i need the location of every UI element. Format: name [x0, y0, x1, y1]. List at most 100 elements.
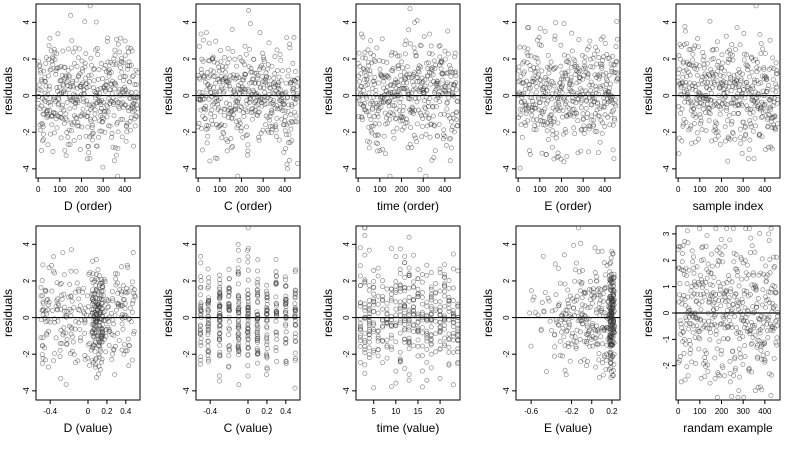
data-point — [723, 83, 729, 89]
data-point — [741, 86, 747, 92]
data-point — [375, 273, 381, 279]
data-point — [764, 351, 770, 356]
data-point — [357, 86, 363, 92]
data-point — [550, 132, 556, 138]
data-point — [452, 54, 458, 60]
data-point — [241, 113, 247, 119]
data-point — [433, 318, 439, 324]
data-point — [117, 49, 123, 55]
data-point — [60, 81, 66, 87]
data-point — [226, 80, 232, 86]
data-point — [109, 134, 115, 140]
data-point — [380, 278, 386, 284]
data-point — [261, 85, 267, 91]
y-tick-label: -4 — [182, 387, 191, 395]
data-point — [527, 151, 533, 157]
data-point — [47, 35, 53, 41]
data-point — [602, 124, 608, 129]
data-point — [254, 70, 260, 76]
data-point — [258, 95, 264, 101]
data-point — [268, 130, 274, 136]
data-point — [763, 147, 769, 152]
data-point — [540, 253, 546, 259]
data-point — [407, 6, 413, 12]
data-point — [588, 87, 593, 93]
data-point — [120, 105, 126, 111]
x-tick-label: 20 — [436, 407, 445, 416]
data-point — [681, 42, 687, 47]
data-point — [67, 74, 73, 80]
data-point — [555, 150, 561, 156]
data-point — [42, 99, 48, 105]
data-point — [259, 103, 265, 109]
plot-frame — [515, 3, 621, 179]
data-point — [36, 58, 42, 64]
data-point — [131, 143, 136, 149]
data-point — [97, 367, 103, 373]
data-point — [679, 325, 685, 331]
data-point — [754, 99, 760, 105]
data-point — [680, 80, 685, 86]
data-point — [418, 86, 424, 92]
data-point — [216, 105, 221, 111]
data-point — [241, 89, 247, 95]
data-point — [601, 54, 606, 60]
data-point — [759, 256, 765, 262]
data-point — [100, 119, 106, 125]
data-point — [559, 90, 565, 96]
data-point — [359, 117, 365, 123]
data-point — [558, 42, 564, 48]
data-point — [71, 91, 77, 97]
data-point — [199, 90, 205, 96]
data-point — [270, 97, 276, 103]
data-point — [43, 61, 49, 66]
data-point — [71, 304, 77, 310]
data-point — [273, 133, 279, 139]
data-point — [390, 129, 396, 135]
data-point — [273, 122, 279, 128]
data-point — [539, 150, 545, 156]
x-tick-label: 100 — [213, 185, 227, 194]
data-point — [689, 86, 695, 92]
data-point — [444, 106, 450, 112]
data-point — [568, 341, 574, 347]
y-tick-label: 0 — [182, 93, 191, 98]
data-point — [196, 120, 202, 126]
data-point — [77, 338, 83, 344]
data-point — [766, 238, 772, 243]
y-tick-label: 4 — [502, 20, 511, 25]
data-point — [245, 152, 251, 158]
data-point — [100, 164, 106, 170]
data-point — [714, 394, 720, 400]
data-point — [211, 59, 217, 65]
data-point — [747, 118, 753, 124]
data-point — [433, 104, 439, 110]
data-point — [122, 342, 127, 347]
data-point — [438, 59, 444, 64]
y-axis-label: residuals — [321, 67, 335, 115]
data-point — [614, 58, 619, 64]
data-point — [607, 94, 613, 100]
data-point — [102, 129, 108, 135]
data-point — [68, 247, 74, 253]
data-point — [274, 359, 280, 364]
data-point — [245, 259, 251, 265]
data-point — [451, 93, 457, 99]
x-tick-label: 200 — [235, 185, 249, 194]
data-point — [74, 280, 80, 286]
data-point — [532, 123, 538, 129]
data-point — [399, 59, 405, 65]
data-point — [774, 342, 780, 348]
data-point — [419, 80, 425, 86]
data-point — [772, 95, 778, 101]
data-point — [248, 66, 254, 71]
data-point — [243, 51, 249, 57]
data-point — [697, 273, 703, 279]
data-point — [525, 52, 531, 58]
data-point — [393, 312, 399, 318]
data-point — [384, 306, 390, 312]
data-point — [61, 304, 67, 310]
data-point — [288, 112, 294, 117]
data-point — [735, 394, 741, 400]
x-axis-label: sample index — [693, 199, 764, 213]
